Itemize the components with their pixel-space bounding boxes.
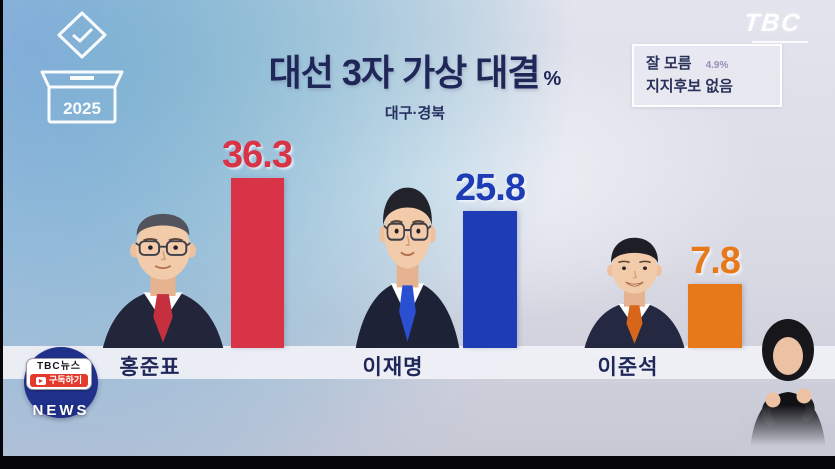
legend-dont-know-value: 4.9% — [705, 60, 729, 71]
undecided-legend-box: 잘 모름 4.9% 지지후보 없음 — [632, 44, 782, 107]
channel-logo-underline — [752, 41, 808, 43]
result-bar — [231, 178, 284, 348]
ballot-box-icon: 2025 — [22, 6, 142, 128]
ballot-year-label: 2025 — [63, 99, 101, 118]
interpreter-fade — [740, 405, 835, 456]
candidate-photo — [95, 202, 231, 348]
candidate-photo — [349, 178, 466, 348]
page-title: 대선 3자 가상 대결 — [268, 52, 541, 93]
legend-dont-know-label: 잘 모름 — [646, 55, 692, 72]
legend-row-1: 잘 모름 4.9% — [646, 53, 768, 76]
result-value: 25.8 — [455, 167, 526, 209]
title-unit: % — [543, 68, 562, 90]
bottom-letterbox-bar — [0, 456, 835, 469]
candidate-name: 이준석 — [597, 356, 659, 379]
legend-no-candidate-label: 지지후보 없음 — [646, 78, 733, 95]
candidate-name: 이재명 — [362, 356, 424, 379]
candidate-name: 홍준표 — [119, 356, 181, 379]
subscribe-badge: TBC뉴스 구독하기 — [26, 358, 92, 390]
name-band — [0, 346, 835, 379]
subscribe-pill: 구독하기 — [30, 374, 88, 387]
subscribe-label: 구독하기 — [48, 375, 83, 385]
news-label: NEWS — [32, 402, 90, 419]
headline-block: 대선 3자 가상 대결% 대구·경북 — [175, 44, 655, 123]
candidate-photo — [578, 232, 691, 348]
tbc-news-label: TBC뉴스 — [37, 361, 81, 372]
left-edge-bar — [0, 0, 3, 469]
result-value: 7.8 — [690, 240, 741, 282]
result-value: 36.3 — [222, 134, 293, 176]
region-subtitle: 대구·경북 — [384, 105, 446, 122]
youtube-play-icon — [35, 376, 46, 385]
result-bar — [463, 211, 517, 348]
result-bar — [688, 284, 742, 348]
